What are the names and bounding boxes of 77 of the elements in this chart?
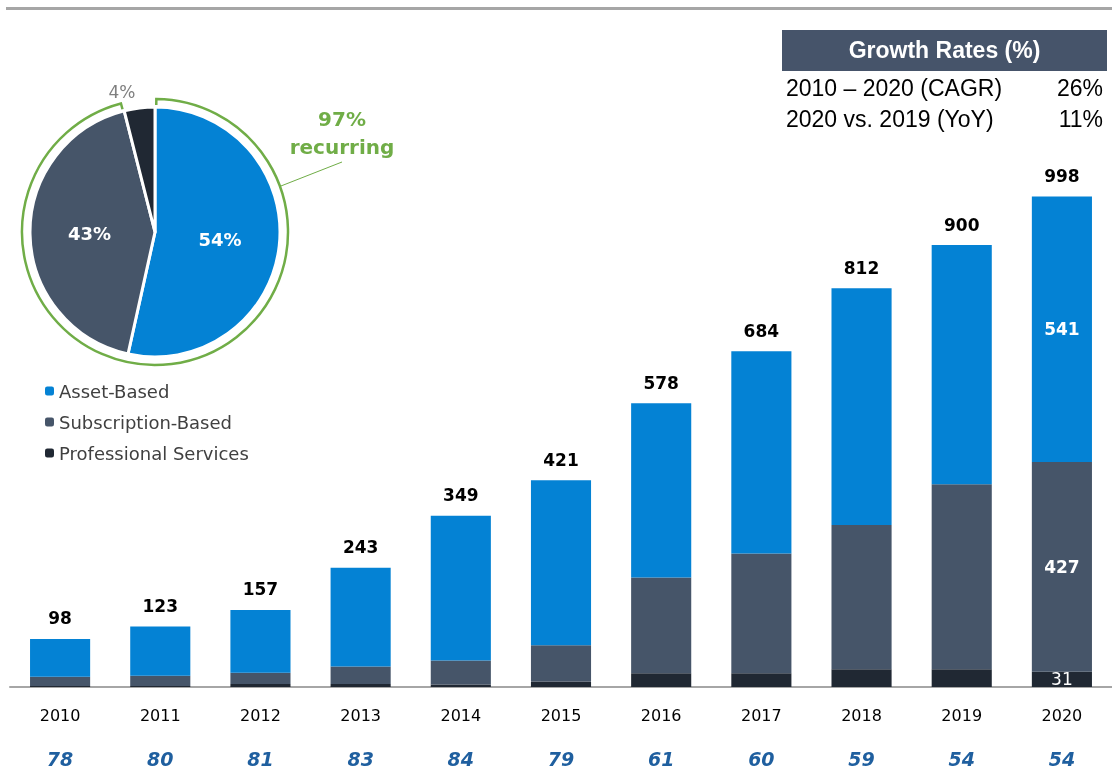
- data-label: 31: [1051, 669, 1073, 690]
- x-tick-label: 2015: [540, 705, 582, 725]
- x-tick-label: 2020: [1041, 705, 1083, 725]
- bar: [931, 484, 992, 670]
- text: 54: [948, 748, 975, 769]
- text: 80: [147, 748, 174, 769]
- text: 54: [1048, 748, 1076, 769]
- bar: [330, 666, 391, 685]
- bar: [631, 577, 692, 674]
- text: 59: [848, 748, 875, 769]
- data-label: 541: [1044, 319, 1080, 340]
- data-label: 427: [1044, 556, 1080, 577]
- total-label: 349: [443, 485, 479, 506]
- text: 2010 – 2020 (CAGR): [786, 75, 1003, 102]
- bar: [631, 403, 692, 578]
- text: 84: [447, 748, 475, 769]
- x-tick-label: 2014: [440, 705, 482, 725]
- bar: [530, 480, 592, 646]
- bar: [230, 672, 291, 685]
- data-label: 54%: [198, 228, 242, 250]
- text: 79: [547, 748, 575, 769]
- bar: [831, 669, 892, 687]
- bar: [931, 245, 992, 485]
- bar: [230, 684, 291, 687]
- text: 81: [247, 748, 274, 769]
- x-tick-label: 2019: [941, 705, 983, 725]
- legend-label: Asset-Based: [59, 380, 170, 402]
- x-tick-label: 2018: [841, 705, 882, 725]
- bar: [130, 675, 191, 687]
- total-label: 123: [142, 596, 179, 617]
- total-label: 243: [342, 537, 379, 558]
- total-label: 998: [1044, 165, 1080, 186]
- bar: [731, 351, 792, 554]
- bar: [30, 676, 91, 687]
- bar: [1031, 196, 1092, 463]
- legend-label: Subscription-Based: [59, 411, 232, 433]
- total-label: 684: [743, 320, 780, 341]
- bar: [230, 609, 291, 673]
- text: 26%: [1056, 75, 1103, 102]
- bar: [631, 673, 692, 687]
- bar: [330, 567, 391, 667]
- bar: [130, 626, 191, 676]
- bar: [931, 669, 992, 687]
- total-label: 421: [543, 449, 579, 470]
- bar: [430, 660, 491, 685]
- total-label: 578: [643, 372, 679, 393]
- legend-label: Professional Services: [59, 442, 249, 464]
- text: 2020 vs. 2019 (YoY): [786, 106, 994, 133]
- x-tick-label: 2017: [741, 705, 782, 725]
- text: 11%: [1058, 106, 1103, 133]
- text: 60: [748, 748, 775, 769]
- total-label: 157: [242, 579, 279, 600]
- x-tick-label: 2013: [340, 705, 381, 725]
- bar: [731, 673, 792, 687]
- x-tick-label: 2016: [640, 705, 682, 725]
- bar: [831, 524, 892, 670]
- text: 61: [647, 748, 675, 769]
- bar: [430, 515, 491, 661]
- data-label: 43%: [67, 222, 112, 244]
- total-label: 98: [48, 608, 72, 629]
- text: 83: [347, 748, 374, 769]
- bar: [831, 288, 892, 525]
- x-tick-label: 2012: [240, 705, 281, 725]
- total-label: 812: [843, 257, 880, 278]
- bar: [330, 684, 391, 687]
- data-label: 4%: [108, 82, 136, 103]
- bar: [731, 553, 792, 674]
- bar: [530, 681, 592, 687]
- text: Growth Rates (%): [782, 30, 1107, 71]
- bar: [1031, 462, 1092, 672]
- text: 78: [46, 748, 74, 769]
- text: 97% recurring: [288, 106, 396, 161]
- bar: [530, 645, 592, 682]
- bar: [30, 638, 91, 677]
- x-tick-label: 2010: [39, 705, 81, 725]
- total-label: 900: [943, 214, 980, 235]
- x-tick-label: 2011: [139, 705, 181, 725]
